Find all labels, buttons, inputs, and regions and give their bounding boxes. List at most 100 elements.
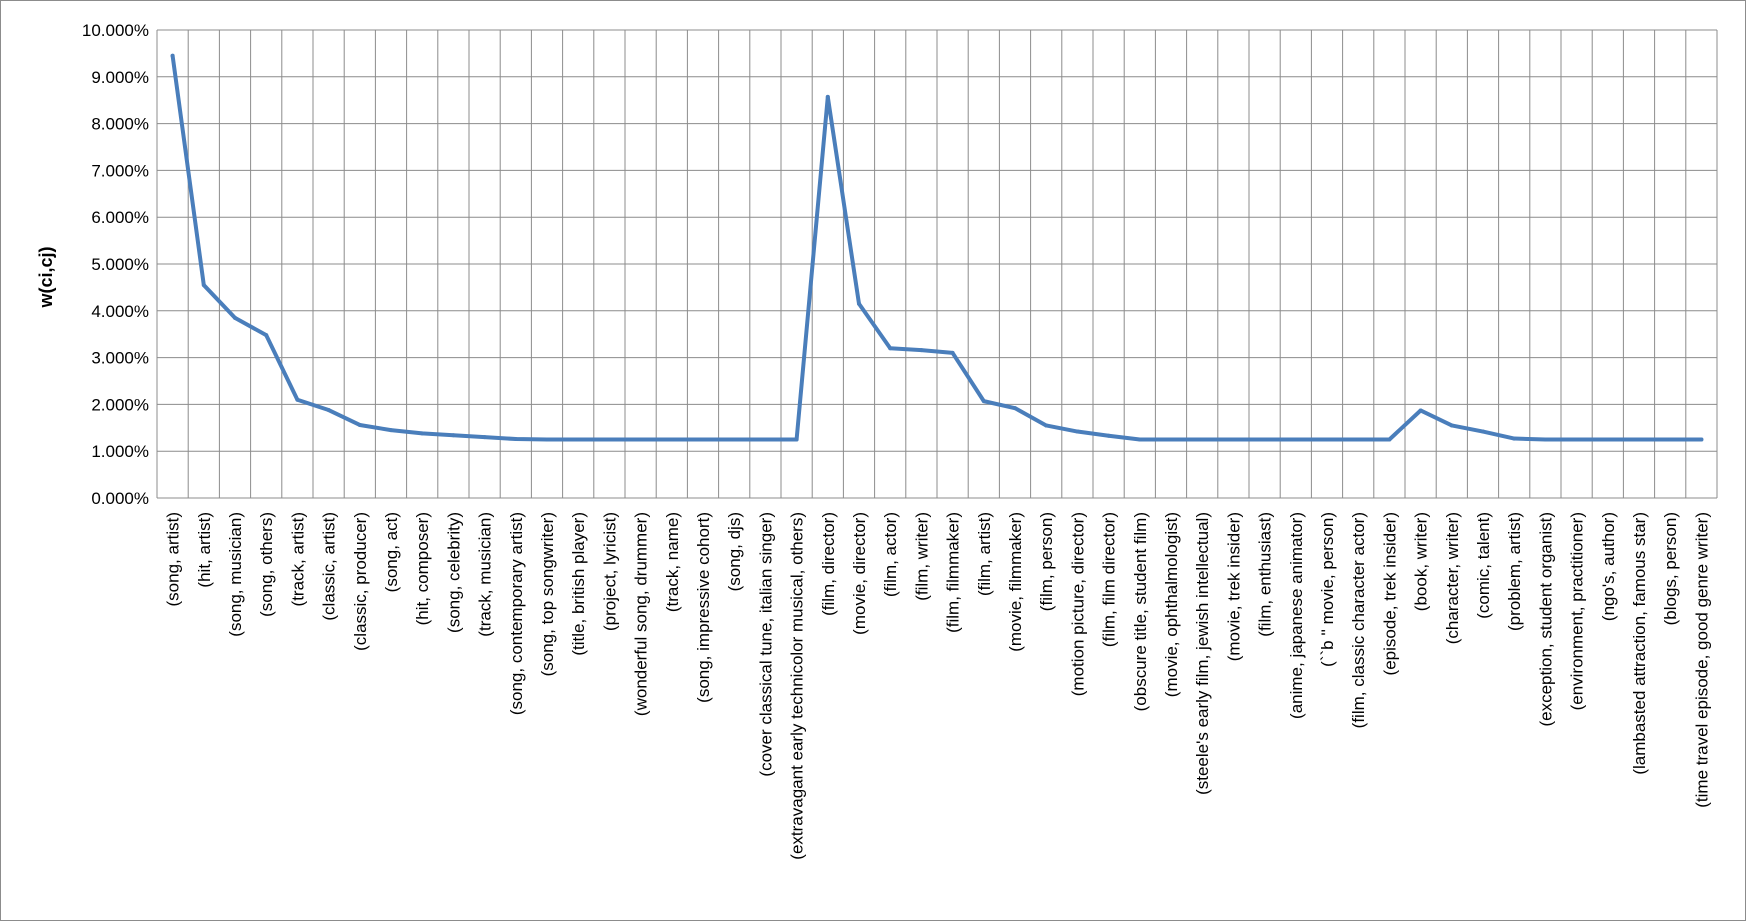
x-tick-label: (episode, trek insider) xyxy=(1380,512,1399,675)
data-point xyxy=(701,437,705,442)
x-tick-label: (song, djs) xyxy=(725,512,744,591)
data-point xyxy=(170,53,175,58)
data-point xyxy=(1387,437,1392,442)
y-tick-label: 2.000% xyxy=(91,395,149,414)
x-tick-label: (problem, artist) xyxy=(1505,512,1524,631)
y-tick-label: 1.000% xyxy=(91,442,149,461)
data-point xyxy=(1325,437,1329,442)
x-tick-label: (classic, producer) xyxy=(351,512,370,651)
data-point xyxy=(794,437,799,442)
x-tick-label: (book, writer) xyxy=(1412,512,1431,611)
data-point xyxy=(482,435,487,440)
y-tick-label: 0.000% xyxy=(91,489,149,508)
x-tick-label: (environment, practitioner) xyxy=(1568,512,1587,710)
x-tick-label: (film, writer) xyxy=(912,512,931,601)
data-point xyxy=(389,428,393,433)
y-tick-label: 8.000% xyxy=(91,115,149,134)
y-tick-label: 5.000% xyxy=(91,255,149,274)
data-point xyxy=(1512,436,1517,441)
data-point xyxy=(825,94,830,99)
data-point xyxy=(638,437,643,442)
data-point xyxy=(1605,437,1610,442)
y-tick-label: 9.000% xyxy=(91,68,149,87)
x-tick-label: (hit, composer) xyxy=(413,512,432,625)
data-point xyxy=(1574,437,1579,442)
x-tick-label: (blogs, person) xyxy=(1661,512,1680,625)
x-tick-label: (steele's early film, jewish intellectua… xyxy=(1193,512,1212,795)
x-tick-label: (movie, director) xyxy=(850,512,869,635)
data-point xyxy=(1075,429,1080,434)
y-axis-ticks: 0.000% 1.000% 2.000% 3.000% 4.000% 5.000% 6.00… xyxy=(82,21,149,508)
data-point xyxy=(545,437,549,442)
data-point xyxy=(607,437,612,442)
x-tick-label: (character, writer) xyxy=(1443,512,1462,644)
x-tick-label: (comic, talent) xyxy=(1474,512,1493,619)
x-tick-label: (film, classic character actor) xyxy=(1349,512,1368,728)
x-tick-label: (track, name) xyxy=(663,512,682,612)
x-tick-label: (``b '' movie, person) xyxy=(1318,512,1337,667)
x-tick-label: (cover classical tune, italian singer) xyxy=(756,512,775,777)
data-point xyxy=(732,437,737,442)
x-tick-label: (film, enthusiast) xyxy=(1256,512,1275,637)
x-tick-label: (film, person) xyxy=(1037,512,1056,611)
data-point xyxy=(357,422,362,427)
x-axis-ticks: (song, artist) (hit, artist) (song, musici… xyxy=(164,512,1712,860)
y-tick-label: 3.000% xyxy=(91,349,149,368)
x-tick-label: (time travel episode, good genre writer) xyxy=(1692,512,1711,808)
data-point xyxy=(1106,433,1111,438)
x-tick-label: (motion picture, director) xyxy=(1068,512,1087,696)
data-point xyxy=(888,346,893,351)
x-tick-label: (film, filmmaker) xyxy=(944,512,963,633)
data-point xyxy=(669,437,674,442)
data-point xyxy=(1169,437,1173,442)
data-point xyxy=(1637,437,1641,442)
y-tick-label: 4.000% xyxy=(91,302,149,321)
x-tick-label: (exception, student organist) xyxy=(1536,512,1555,727)
x-tick-label: (film, director) xyxy=(819,512,838,616)
x-tick-label: (obscure title, student film) xyxy=(1131,512,1150,711)
x-tick-label: (film, artist) xyxy=(975,512,994,596)
x-tick-label: (film, film director) xyxy=(1100,512,1119,647)
data-point xyxy=(1481,429,1485,434)
data-point xyxy=(201,283,206,288)
x-tick-label: (anime, japanese animator) xyxy=(1287,512,1306,719)
data-point xyxy=(1668,437,1673,442)
x-tick-label: (song, impressive cohort) xyxy=(694,512,713,703)
x-tick-label: (movie, ophthalmologist) xyxy=(1162,512,1181,697)
x-tick-label: (song, others) xyxy=(257,512,276,617)
data-point xyxy=(233,315,237,320)
data-point xyxy=(763,437,768,442)
x-tick-label: (song, contemporary artist) xyxy=(507,512,526,715)
data-point xyxy=(1231,437,1236,442)
gridlines xyxy=(156,29,1718,499)
data-point xyxy=(1699,437,1704,442)
x-tick-label: (movie, filmmaker) xyxy=(1006,512,1025,652)
data-point xyxy=(1449,423,1454,428)
x-tick-label: (title, british player) xyxy=(569,512,588,656)
x-tick-label: (film, actor) xyxy=(881,512,900,597)
y-tick-label: 6.000% xyxy=(91,208,149,227)
data-point xyxy=(1543,437,1548,442)
data-point xyxy=(950,350,955,355)
x-tick-label: (song, celebrity) xyxy=(444,512,463,633)
x-tick-label: (song, artist) xyxy=(164,512,183,606)
series-layer xyxy=(170,53,1704,442)
x-tick-label: (track, artist) xyxy=(288,512,307,606)
x-tick-label: (extravagant early technicolor musical, … xyxy=(788,512,807,860)
data-point xyxy=(919,348,924,353)
data-point xyxy=(1356,437,1361,442)
data-point xyxy=(1044,423,1049,428)
data-point xyxy=(576,437,581,442)
x-tick-label: (lambasted attraction, famous star) xyxy=(1630,512,1649,775)
data-point xyxy=(857,301,861,306)
x-tick-label: (track, musician) xyxy=(476,512,495,637)
x-tick-label: (song, musician) xyxy=(226,512,245,637)
data-point xyxy=(420,431,425,436)
x-tick-label: (classic, artist) xyxy=(320,512,339,621)
data-point xyxy=(1013,406,1017,411)
x-tick-label: (song, act) xyxy=(382,512,401,592)
data-point xyxy=(981,399,986,404)
x-tick-label: (hit, artist) xyxy=(195,512,214,588)
